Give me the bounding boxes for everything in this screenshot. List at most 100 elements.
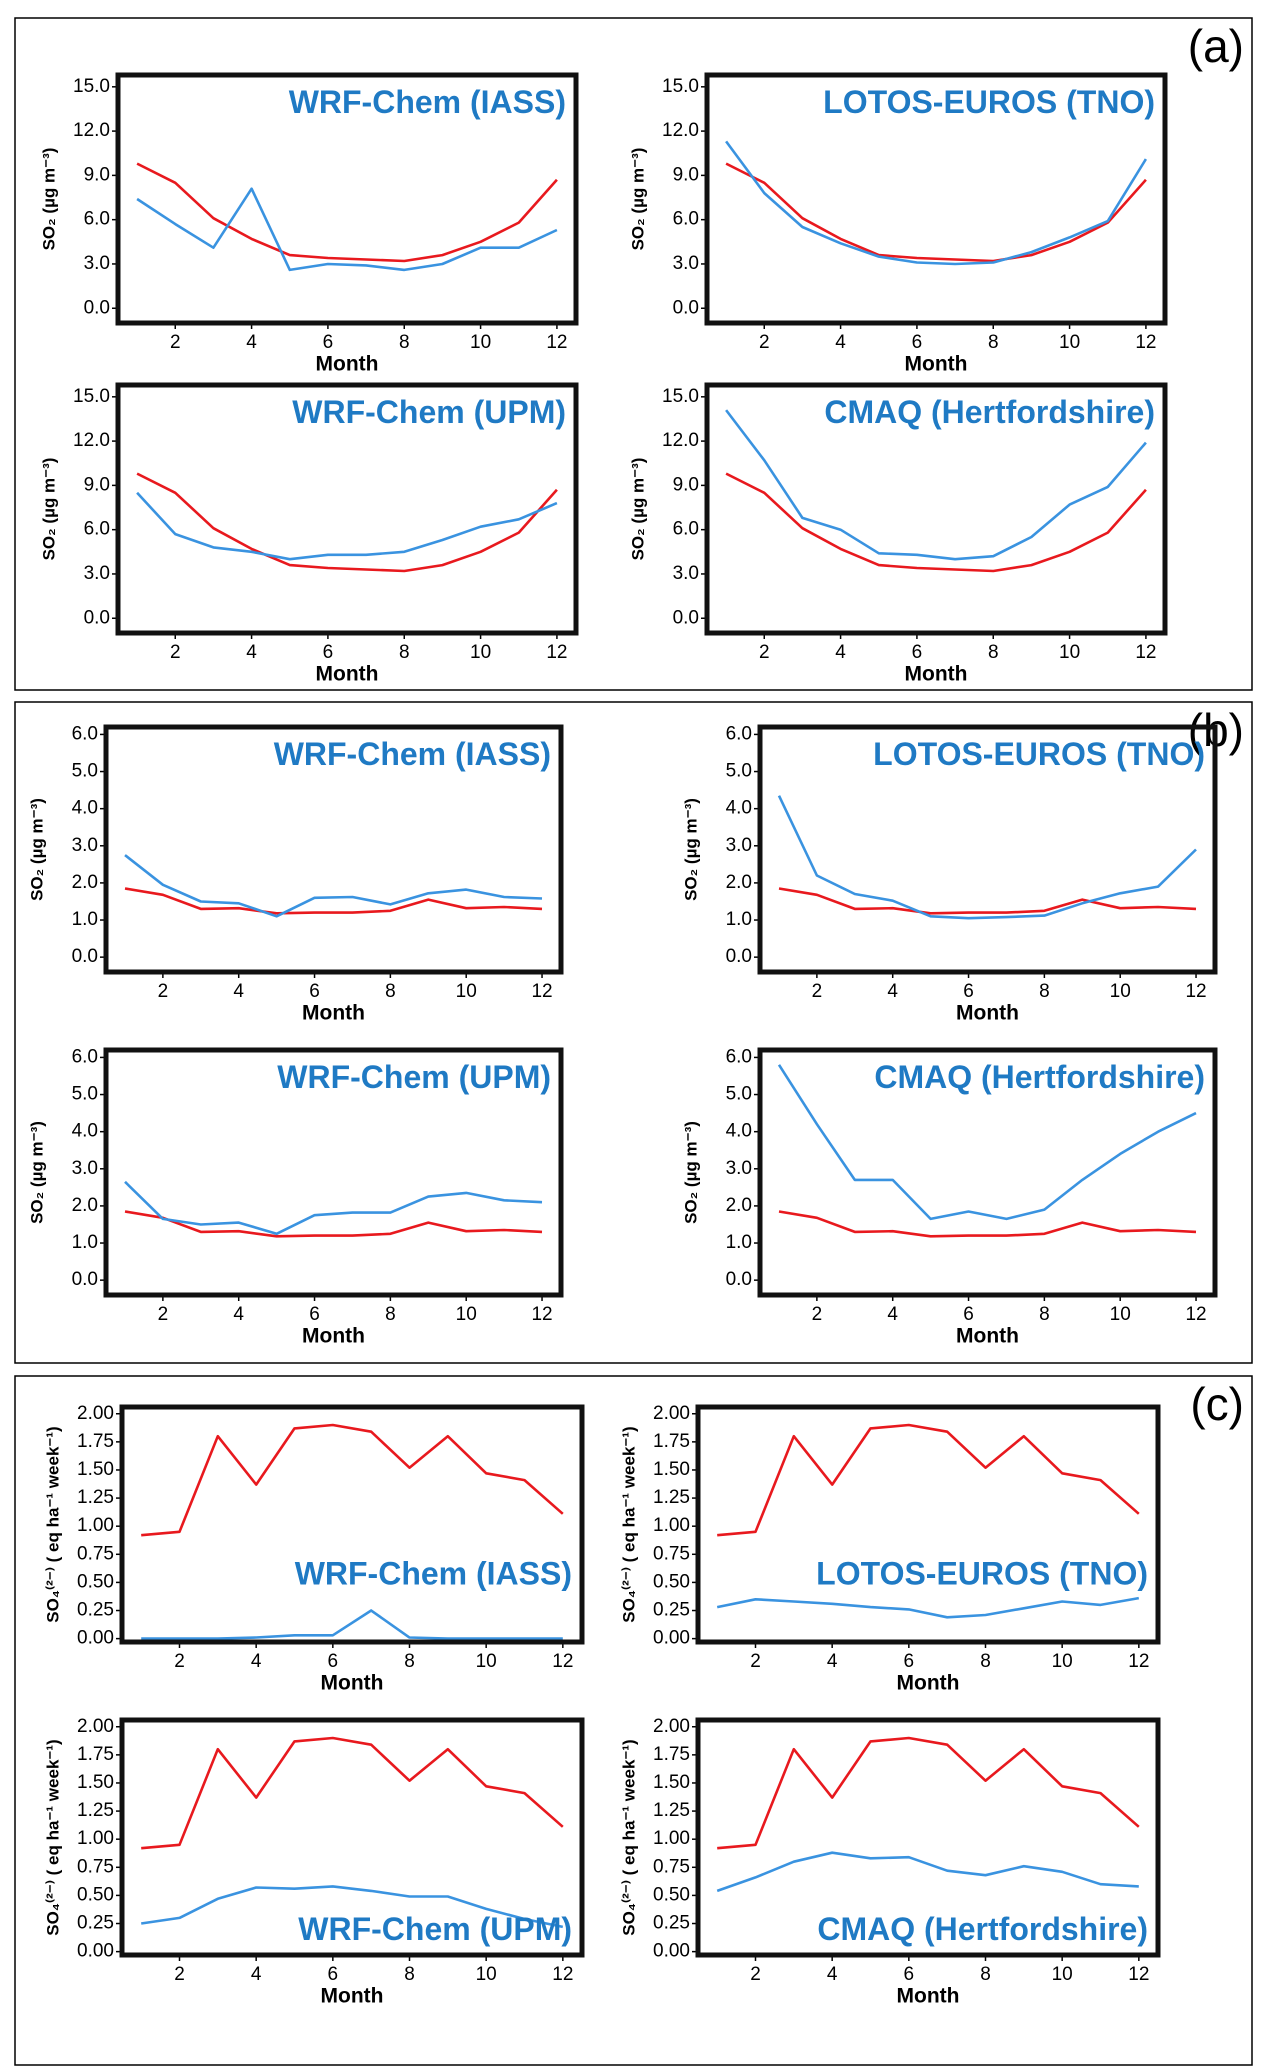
x-tick-label: 2 (170, 642, 181, 663)
series-line (141, 1885, 564, 1929)
x-tick-label: 4 (246, 332, 257, 353)
y-tick-label: 0.75 (77, 1543, 114, 1564)
plot-frame (704, 72, 1168, 326)
x-tick-label: 6 (309, 981, 320, 1002)
x-tick-label: 6 (323, 332, 334, 353)
series-line (124, 887, 543, 915)
x-tick-label: 12 (1135, 642, 1156, 663)
y-tick-label: 3.0 (84, 563, 110, 584)
x-tick-label: 2 (174, 1964, 185, 1985)
y-tick-label: 6.0 (84, 209, 110, 230)
x-tick-label: 6 (328, 1651, 339, 1672)
x-tick-label: 8 (385, 1304, 396, 1325)
series-line (717, 1736, 1140, 1850)
x-tick-label: 4 (887, 981, 898, 1002)
y-tick-label: 1.75 (653, 1744, 690, 1765)
x-tick-label: 8 (404, 1651, 415, 1672)
x-tick-label: 4 (233, 981, 244, 1002)
series-line (136, 187, 558, 272)
y-tick-label: 0.0 (84, 297, 110, 318)
y-tick-label: 1.75 (77, 1431, 114, 1452)
y-tick-label: 5.0 (72, 761, 98, 782)
y-axis-label: SO₂ (µg m⁻³) (39, 458, 58, 561)
y-tick-label: 3.0 (673, 253, 699, 274)
x-tick-label: 8 (988, 642, 999, 663)
series-line (124, 1210, 543, 1238)
x-tick-label: 4 (835, 642, 846, 663)
y-tick-label: 1.75 (653, 1431, 690, 1452)
x-tick-label: 10 (1052, 1651, 1073, 1672)
y-tick-label: 1.25 (77, 1487, 114, 1508)
x-tick-label: 8 (399, 642, 410, 663)
y-tick-label: 0.0 (673, 297, 699, 318)
y-tick-label: 15.0 (73, 76, 110, 97)
y-tick-label: 0.0 (726, 1269, 752, 1290)
x-tick-label: 2 (170, 332, 181, 353)
y-tick-label: 4.0 (72, 1121, 98, 1142)
x-tick-label: 6 (904, 1651, 915, 1672)
series-line (777, 795, 1197, 920)
y-tick-label: 9.0 (673, 164, 699, 185)
x-tick-label: 10 (1059, 332, 1080, 353)
series-line (136, 472, 558, 573)
series-line (725, 472, 1147, 573)
chart-title: CMAQ (Hertfordshire) (817, 1911, 1148, 1947)
x-tick-label: 2 (812, 1304, 823, 1325)
plot-frame (115, 382, 579, 636)
x-axis-label: Month (302, 1325, 365, 1348)
y-tick-label: 6.0 (84, 519, 110, 540)
x-axis-label: Month (897, 1985, 960, 2008)
y-tick-label: 0.00 (77, 1941, 114, 1962)
x-tick-label: 2 (750, 1964, 761, 1985)
y-axis-label: SO₄⁽²⁻⁾ ( eq ha⁻¹ week⁻¹) (43, 1426, 62, 1622)
series-line (136, 491, 558, 561)
x-tick-label: 6 (912, 332, 923, 353)
y-tick-label: 3.0 (726, 1158, 752, 1179)
x-tick-label: 4 (835, 332, 846, 353)
y-tick-label: 4.0 (726, 798, 752, 819)
y-tick-label: 9.0 (84, 164, 110, 185)
x-tick-label: 6 (963, 1304, 974, 1325)
panel-label: (a) (1188, 20, 1244, 72)
y-axis-label: SO₄⁽²⁻⁾ ( eq ha⁻¹ week⁻¹) (619, 1426, 638, 1622)
series-line (725, 409, 1147, 561)
x-axis-label: Month (321, 1985, 384, 2008)
y-tick-label: 6.0 (673, 519, 699, 540)
x-tick-label: 12 (531, 1304, 552, 1325)
x-tick-label: 2 (812, 981, 823, 1002)
x-tick-label: 8 (385, 981, 396, 1002)
x-tick-label: 6 (309, 1304, 320, 1325)
x-axis-label: Month (321, 1672, 384, 1695)
y-axis-label: SO₂ (µg m⁻³) (628, 458, 647, 561)
y-axis-label: SO₂ (µg m⁻³) (39, 148, 58, 251)
x-tick-label: 12 (552, 1964, 573, 1985)
x-tick-label: 12 (546, 642, 567, 663)
x-tick-label: 8 (980, 1651, 991, 1672)
x-tick-label: 6 (904, 1964, 915, 1985)
y-axis-label: SO₂ (µg m⁻³) (27, 1121, 46, 1224)
chart-title: WRF-Chem (UPM) (292, 394, 566, 430)
x-tick-label: 10 (470, 642, 491, 663)
x-axis-label: Month (316, 663, 379, 686)
y-tick-label: 9.0 (84, 474, 110, 495)
x-tick-label: 8 (1039, 1304, 1050, 1325)
y-tick-label: 1.0 (72, 909, 98, 930)
x-tick-label: 10 (1052, 1964, 1073, 1985)
x-tick-label: 4 (233, 1304, 244, 1325)
series-line (778, 887, 1197, 915)
y-tick-label: 1.0 (726, 1232, 752, 1253)
y-tick-label: 3.0 (72, 835, 98, 856)
y-axis-label: SO₂ (µg m⁻³) (681, 798, 700, 901)
series-line (777, 1064, 1197, 1221)
y-tick-label: 5.0 (726, 761, 752, 782)
y-tick-label: 6.0 (72, 1046, 98, 1067)
y-tick-label: 1.25 (653, 1800, 690, 1821)
x-tick-label: 6 (912, 642, 923, 663)
x-tick-label: 10 (1059, 642, 1080, 663)
y-tick-label: 4.0 (726, 1121, 752, 1142)
x-tick-label: 12 (1185, 1304, 1206, 1325)
y-tick-label: 2.00 (653, 1716, 690, 1737)
x-tick-label: 8 (980, 1964, 991, 1985)
plot-frame (119, 1404, 585, 1645)
chart-title: LOTOS-EUROS (TNO) (816, 1556, 1148, 1592)
